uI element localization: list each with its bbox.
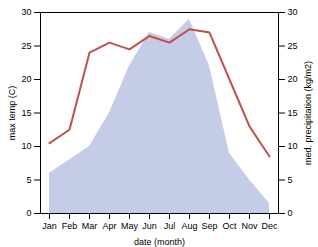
svg-text:20: 20 — [21, 74, 31, 84]
svg-text:5: 5 — [288, 175, 293, 185]
svg-text:10: 10 — [21, 141, 31, 151]
svg-text:5: 5 — [26, 175, 31, 185]
svg-text:Aug: Aug — [181, 221, 197, 231]
svg-text:15: 15 — [288, 108, 298, 118]
svg-text:Jun: Jun — [142, 221, 157, 231]
svg-text:25: 25 — [21, 41, 31, 51]
svg-text:15: 15 — [21, 108, 31, 118]
svg-text:Feb: Feb — [62, 221, 78, 231]
svg-text:0: 0 — [288, 208, 293, 218]
svg-text:0: 0 — [26, 208, 31, 218]
svg-text:25: 25 — [288, 41, 298, 51]
svg-text:Nov: Nov — [241, 221, 258, 231]
svg-text:med. precipitation (kg/m2): med. precipitation (kg/m2) — [303, 61, 313, 165]
svg-text:date (month): date (month) — [134, 237, 185, 247]
svg-text:max temp (C): max temp (C) — [7, 86, 17, 141]
svg-text:30: 30 — [288, 7, 298, 17]
svg-text:Apr: Apr — [102, 221, 116, 231]
svg-text:30: 30 — [21, 7, 31, 17]
svg-text:Sep: Sep — [201, 221, 217, 231]
svg-text:10: 10 — [288, 141, 298, 151]
svg-text:Oct: Oct — [222, 221, 237, 231]
svg-text:Dec: Dec — [261, 221, 278, 231]
svg-text:May: May — [121, 221, 139, 231]
svg-text:20: 20 — [288, 74, 298, 84]
svg-text:Jan: Jan — [42, 221, 57, 231]
svg-text:Jul: Jul — [164, 221, 176, 231]
svg-text:Mar: Mar — [82, 221, 98, 231]
